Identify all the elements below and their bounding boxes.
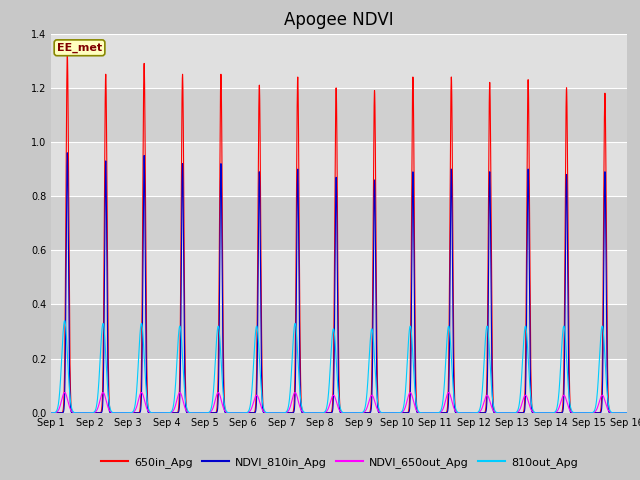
650in_Apg [263, 410, 271, 416]
Text: EE_met: EE_met [57, 43, 102, 53]
810out_Apg [61, 318, 68, 324]
810out_Apg [501, 410, 509, 416]
810out_Apg [621, 410, 629, 416]
Bar [51, 359, 627, 413]
Bar [51, 250, 627, 304]
Bar [51, 304, 627, 359]
Bar [51, 88, 627, 142]
810out_Apg [164, 410, 172, 416]
650in_Apg [501, 410, 509, 416]
Legend: 650in_Apg, NDVI_810in_Apg, NDVI_650out_Apg, 810out_Apg: 650in_Apg, NDVI_810in_Apg, NDVI_650out_A… [96, 453, 582, 472]
810out_Apg [623, 410, 631, 416]
NDVI_650out_Apg [621, 410, 629, 416]
810out_Apg [263, 410, 271, 416]
650in_Apg [623, 410, 631, 416]
NDVI_650out_Apg [171, 406, 179, 411]
Line: NDVI_650out_Apg: NDVI_650out_Apg [51, 393, 627, 413]
NDVI_810in_Apg [171, 410, 179, 416]
650in_Apg [164, 410, 172, 416]
NDVI_810in_Apg [164, 410, 172, 416]
NDVI_650out_Apg [623, 410, 631, 416]
650in_Apg [63, 52, 71, 58]
Bar [51, 196, 627, 250]
Line: 810out_Apg: 810out_Apg [51, 321, 627, 413]
Bar [51, 34, 627, 88]
NDVI_650out_Apg [501, 410, 509, 416]
650in_Apg [621, 410, 629, 416]
NDVI_810in_Apg [419, 410, 427, 416]
810out_Apg [47, 410, 55, 416]
NDVI_810in_Apg [263, 410, 271, 416]
650in_Apg [419, 410, 427, 416]
NDVI_810in_Apg [47, 410, 55, 416]
NDVI_810in_Apg [623, 410, 631, 416]
NDVI_810in_Apg [501, 410, 509, 416]
810out_Apg [171, 395, 179, 400]
Line: NDVI_810in_Apg: NDVI_810in_Apg [51, 153, 627, 413]
810out_Apg [419, 410, 427, 416]
NDVI_650out_Apg [164, 410, 172, 416]
NDVI_810in_Apg [621, 410, 629, 416]
NDVI_650out_Apg [61, 390, 68, 396]
650in_Apg [171, 410, 179, 416]
NDVI_650out_Apg [47, 410, 55, 416]
650in_Apg [47, 410, 55, 416]
NDVI_650out_Apg [263, 410, 271, 416]
NDVI_650out_Apg [419, 410, 427, 416]
Line: 650in_Apg: 650in_Apg [51, 55, 627, 413]
Bar [51, 142, 627, 196]
Title: Apogee NDVI: Apogee NDVI [284, 11, 394, 29]
NDVI_810in_Apg [63, 150, 71, 156]
